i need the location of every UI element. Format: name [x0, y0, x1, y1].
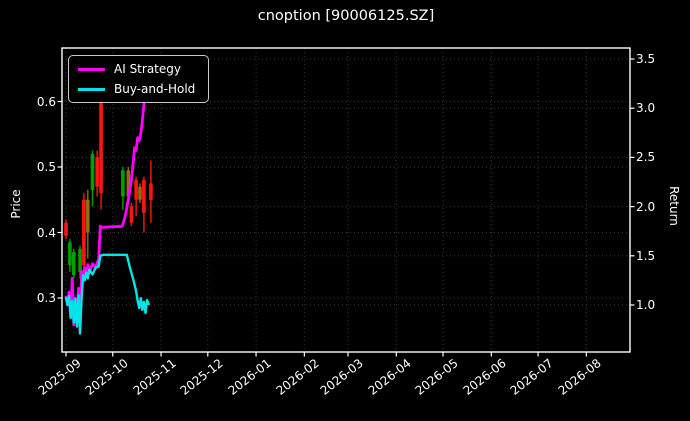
return-tick-label: 1.5 — [636, 248, 656, 263]
candle-body — [126, 170, 131, 197]
price-tick-label: 0.4 — [36, 225, 56, 240]
return-tick-label: 1.0 — [636, 298, 656, 312]
chart-title: cnoption [90006125.SZ] — [257, 8, 435, 24]
legend: AI Strategy Buy-and-Hold — [68, 55, 210, 103]
series-line-buy-and-hold — [64, 253, 150, 335]
candle-body — [95, 157, 99, 187]
legend-swatch-icon — [78, 67, 105, 71]
candle-body — [142, 180, 146, 213]
candle-body — [121, 170, 125, 197]
legend-item: Buy-and-Hold — [78, 82, 195, 96]
return-tick-label: 2.5 — [636, 150, 656, 165]
return-tick-label: 2.0 — [636, 199, 656, 214]
price-tick-label: 0.6 — [36, 94, 56, 109]
candle-body — [99, 101, 103, 194]
legend-label: AI Strategy — [114, 62, 181, 76]
candle-body — [134, 180, 138, 200]
return-tick-label: 3.0 — [636, 101, 656, 116]
candle-body — [129, 206, 134, 223]
candle-body — [82, 199, 86, 266]
price-tick-label: 0.5 — [36, 160, 56, 174]
candle-body — [86, 199, 90, 233]
candle-body — [64, 222, 68, 236]
candle-body — [90, 153, 95, 190]
candle-body — [138, 186, 142, 200]
plot-border — [61, 47, 631, 353]
candle-body — [68, 242, 72, 266]
candle-body — [78, 248, 82, 272]
legend-item: AI Strategy — [78, 62, 195, 76]
legend-label: Buy-and-Hold — [114, 82, 196, 96]
candle-body — [71, 252, 76, 276]
return-tick-label: 3.5 — [636, 52, 656, 66]
candle-body — [149, 183, 153, 200]
price-tick-label: 0.3 — [36, 291, 56, 305]
legend-swatch-icon — [78, 87, 105, 91]
